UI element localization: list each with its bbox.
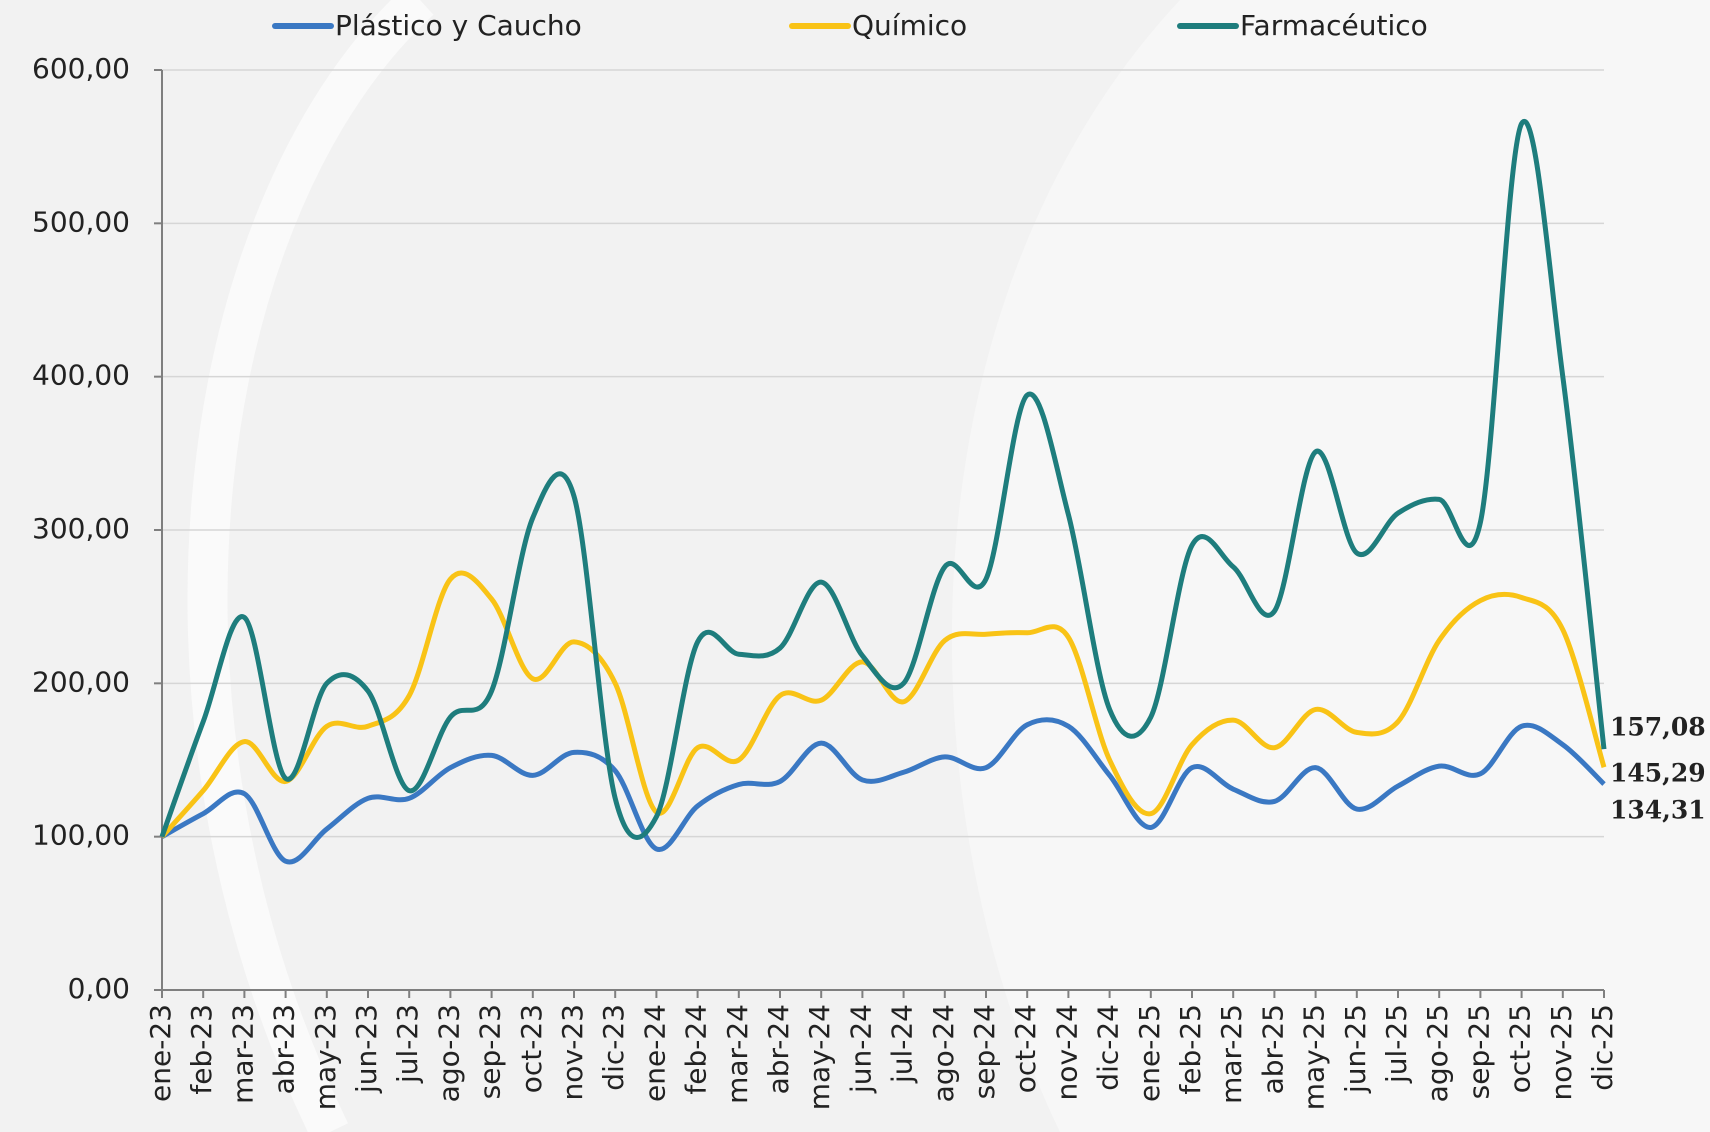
- x-tick-label: nov-24: [1050, 1004, 1083, 1100]
- y-tick-label: 300,00: [32, 512, 130, 545]
- x-tick-label: sep-23: [474, 1004, 507, 1099]
- y-tick-label: 0,00: [68, 972, 130, 1005]
- y-tick-label: 100,00: [32, 819, 130, 852]
- x-tick-label: nov-23: [556, 1004, 589, 1100]
- x-tick-label: jul-23: [391, 1004, 424, 1084]
- x-tick-label: abr-23: [268, 1004, 301, 1094]
- x-tick-label: jul-25: [1380, 1004, 1413, 1084]
- x-tick-label: dic-24: [1092, 1004, 1125, 1091]
- y-tick-label: 600,00: [32, 52, 130, 85]
- x-tick-label: jun-23: [350, 1004, 383, 1094]
- x-tick-label: ene-25: [1133, 1004, 1166, 1102]
- x-tick-label: ene-23: [144, 1004, 177, 1102]
- x-tick-label: feb-25: [1174, 1004, 1207, 1095]
- x-tick-label: sep-24: [968, 1004, 1001, 1099]
- value-label: 134,31: [1610, 796, 1706, 825]
- x-tick-label: abr-24: [762, 1004, 795, 1094]
- x-tick-label: jun-25: [1339, 1004, 1372, 1094]
- x-tick-label: abr-25: [1256, 1004, 1289, 1094]
- x-tick-label: oct-24: [1009, 1004, 1042, 1093]
- background-shape: [951, 0, 1710, 1132]
- x-tick-label: ago-23: [432, 1004, 465, 1102]
- x-tick-label: jul-24: [886, 1004, 919, 1084]
- legend-label: Farmacéutico: [1240, 9, 1428, 42]
- y-tick-label: 500,00: [32, 205, 130, 238]
- x-tick-label: jun-24: [844, 1004, 877, 1094]
- legend-label: Plástico y Caucho: [335, 9, 582, 42]
- x-tick-label: mar-25: [1215, 1004, 1248, 1104]
- x-tick-label: oct-23: [515, 1004, 548, 1093]
- x-tick-label: ago-24: [927, 1004, 960, 1102]
- x-tick-label: ago-25: [1421, 1004, 1454, 1102]
- x-tick-label: feb-24: [680, 1004, 713, 1095]
- series-line: [159, 118, 1607, 840]
- x-tick-label: may-24: [803, 1004, 836, 1110]
- legend-label: Químico: [852, 9, 967, 42]
- x-tick-label: mar-23: [226, 1004, 259, 1104]
- x-tick-label: sep-25: [1462, 1004, 1495, 1099]
- y-tick-label: 400,00: [32, 359, 130, 392]
- background-arc: [187, 0, 434, 1132]
- x-tick-label: mar-24: [721, 1004, 754, 1104]
- x-tick-label: dic-23: [597, 1004, 630, 1091]
- y-tick-label: 200,00: [32, 665, 130, 698]
- value-label: 157,08: [1610, 713, 1706, 742]
- x-tick-label: feb-23: [185, 1004, 218, 1095]
- x-tick-label: oct-25: [1504, 1004, 1537, 1093]
- x-tick-label: may-23: [309, 1004, 342, 1110]
- x-tick-label: may-25: [1298, 1004, 1331, 1110]
- value-label: 145,29: [1610, 759, 1706, 788]
- series-line: [160, 717, 1606, 865]
- x-tick-label: nov-25: [1545, 1004, 1578, 1100]
- x-tick-label: dic-25: [1586, 1004, 1619, 1091]
- x-tick-label: ene-24: [638, 1004, 671, 1102]
